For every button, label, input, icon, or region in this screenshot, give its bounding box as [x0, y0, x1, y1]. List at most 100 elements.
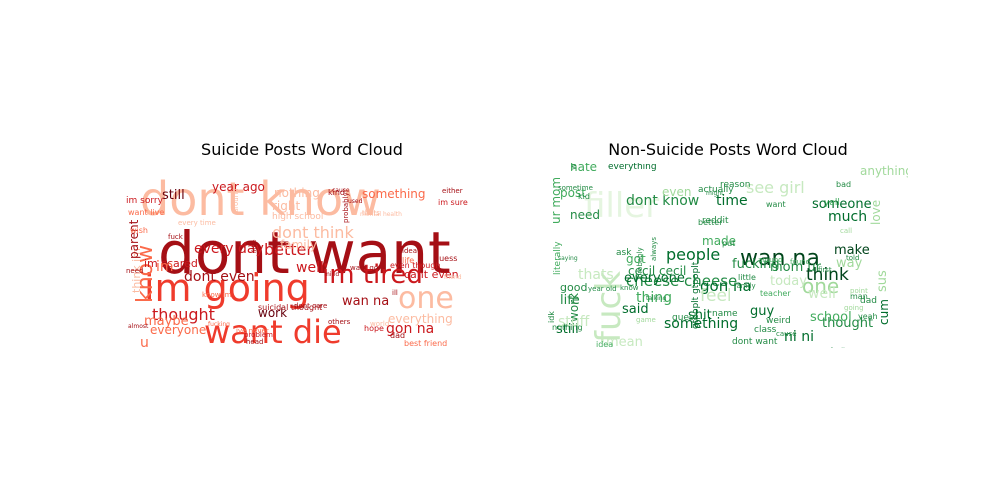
suicide-word: dad [390, 331, 405, 340]
non-suicide-word: idk [548, 311, 556, 323]
non-suicide-word: nothing [552, 323, 583, 332]
suicide-word: fucking [208, 321, 230, 328]
non-suicide-word: everything [608, 163, 657, 172]
non-suicide-wordcloud-panel: Non-Suicide Posts Word Cloud filler fuck w… [548, 140, 908, 350]
suicide-word: world [370, 320, 389, 328]
non-suicide-word: make [834, 243, 870, 258]
non-suicide-word: fuck [589, 271, 629, 343]
suicide-word: im scared [144, 257, 198, 270]
non-suicide-word: point [850, 287, 868, 295]
non-suicide-word: dont want [732, 337, 778, 347]
suicide-word: thats [362, 209, 380, 217]
non-suicide-word: reddit [702, 216, 729, 226]
suicide-word: want live [128, 208, 164, 217]
non-suicide-word: kid [578, 192, 590, 201]
suicide-word: ill [392, 289, 398, 297]
non-suicide-word: told [846, 254, 859, 262]
non-suicide-word: family [734, 282, 756, 290]
suicide-word: better [264, 240, 313, 259]
suicide-word: best friend [404, 339, 447, 348]
non-suicide-word: found [790, 258, 810, 266]
non-suicide-word: see girl [746, 178, 805, 197]
non-suicide-wordcloud: filler fuck wan na people cheese cheese one th… [548, 163, 908, 348]
non-suicide-word: something [664, 316, 738, 332]
non-suicide-word: know [620, 284, 639, 292]
suicide-word: wan na [342, 294, 389, 309]
suicide-word: almost [128, 323, 149, 330]
suicide-word: guess [434, 254, 457, 263]
suicide-word: every time [178, 219, 216, 227]
non-suicide-word: cum [877, 299, 891, 325]
suicide-word: maybe [144, 314, 189, 329]
non-suicide-word: yeah [858, 312, 878, 321]
non-suicide-word: feel [700, 286, 732, 306]
suicide-word: around [232, 188, 240, 213]
non-suicide-word: name [712, 309, 738, 319]
suicide-word: hope [364, 324, 384, 333]
non-suicide-word: game [636, 316, 656, 324]
suicide-word: life [402, 256, 414, 265]
non-suicide-word: time [716, 193, 748, 209]
non-suicide-word: guess [672, 313, 699, 323]
non-suicide-word: filler [584, 186, 659, 226]
suicide-word: know im [202, 291, 232, 299]
suicide-word: gon na [386, 321, 434, 337]
non-suicide-word: work [567, 293, 581, 322]
suicide-word: dont want [158, 219, 451, 287]
suicide-word: im sure [438, 198, 468, 207]
suicide-word: parent [127, 219, 141, 259]
non-suicide-word: cecil cecil [628, 264, 686, 278]
non-suicide-word: man [850, 292, 868, 301]
non-suicide-word: dont know [626, 193, 699, 209]
suicide-word: friend [444, 274, 462, 281]
suicide-word: kind [328, 188, 345, 197]
non-suicide-word: need [570, 208, 600, 222]
non-suicide-word: think [806, 265, 849, 285]
non-suicide-word: anything [860, 164, 908, 178]
non-suicide-word: much [828, 209, 867, 225]
suicide-word: mind [324, 271, 339, 278]
suicide-word: suicidal thought [258, 303, 322, 312]
non-suicide-word: mom ur [770, 260, 822, 275]
non-suicide-word: bad [836, 180, 851, 189]
non-suicide-word: idea [596, 340, 613, 348]
non-suicide-word: gon na [700, 277, 752, 295]
suicide-word: im going [144, 266, 310, 310]
suicide-wordcloud-title: Suicide Posts Word Cloud [201, 140, 403, 159]
suicide-word: dont think [272, 223, 354, 242]
non-suicide-word: guy [750, 304, 774, 319]
suicide-word: high school [272, 212, 323, 222]
non-suicide-word: well [808, 286, 836, 302]
suicide-word: want die [204, 313, 342, 348]
non-suicide-word: thats [578, 267, 614, 283]
non-suicide-word: fucking [732, 257, 780, 272]
suicide-word: cant even [404, 268, 459, 281]
non-suicide-word: year old [588, 285, 617, 293]
non-suicide-word: shit [688, 308, 712, 323]
non-suicide-word: wan na [740, 246, 820, 271]
non-suicide-word: stuff [558, 314, 590, 330]
non-suicide-word: even [662, 185, 691, 199]
non-suicide-word: love [869, 200, 883, 225]
non-suicide-word: first [818, 266, 832, 274]
non-suicide-word: mean [606, 335, 643, 348]
non-suicide-word: thing [636, 290, 672, 306]
suicide-word: everything [388, 312, 453, 326]
suicide-word: dont even [184, 269, 255, 285]
non-suicide-word: teacher [760, 289, 791, 298]
suicide-word: dont care [294, 302, 327, 310]
non-suicide-word: want [766, 200, 786, 209]
suicide-word: im sorry [126, 196, 164, 206]
non-suicide-word: dad [860, 296, 877, 306]
suicide-word: nothing [274, 186, 320, 200]
suicide-word: cause [332, 187, 350, 194]
non-suicide-word: sometime [558, 184, 593, 192]
suicide-word: others [328, 318, 351, 326]
suicide-word: well [296, 260, 324, 276]
non-suicide-word: reason [720, 180, 750, 190]
suicide-word: thought [152, 305, 215, 324]
non-suicide-word: might [706, 190, 724, 197]
suicide-word: want go [350, 264, 378, 272]
suicide-wordcloud-panel: Suicide Posts Word Cloud dont want dont k… [122, 140, 482, 350]
